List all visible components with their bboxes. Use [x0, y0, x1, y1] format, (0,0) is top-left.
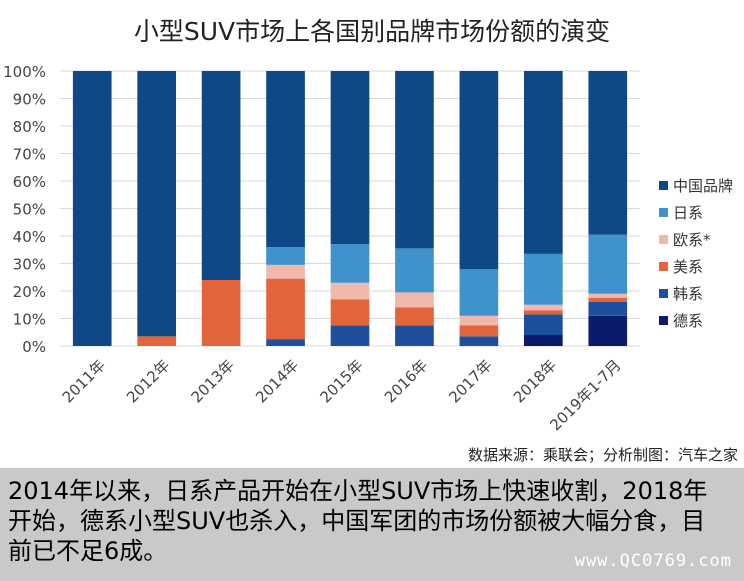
- bar-segment: [459, 71, 499, 269]
- y-tick-label: 0%: [22, 338, 46, 356]
- x-axis-ticks: 2011年 2012年 2013年 2014年 2015年 2016年 2017年 2018年…: [59, 356, 625, 434]
- bar-segment: [395, 292, 434, 308]
- bar-segment: [330, 71, 370, 245]
- y-tick-label: 70%: [13, 146, 46, 164]
- legend-label: 美系: [673, 258, 703, 276]
- bar-segment: [266, 247, 305, 265]
- bar-segment: [588, 234, 628, 294]
- stacked-bar-chart: 0%10%20%30%40%50%60%70%80%90%100% 2011年 2…: [3, 63, 733, 434]
- bar-segment: [330, 244, 370, 283]
- bar-segment: [330, 325, 370, 346]
- bar-segment: [395, 248, 434, 293]
- bar-segment: [395, 325, 434, 346]
- bar-segment: [201, 280, 241, 346]
- caption-panel: 2014年以来，日系产品开始在小型SUV市场上快速收割，2018年开始，德系小型…: [0, 468, 744, 581]
- bar-segment: [266, 339, 305, 346]
- bar-segment: [201, 71, 241, 280]
- legend-label: 日系: [673, 204, 703, 222]
- legend-swatch: [659, 235, 668, 244]
- legend-swatch: [659, 262, 668, 271]
- bar-segment: [588, 293, 628, 298]
- watermark: www.QC0769.com: [574, 551, 732, 571]
- bar-segment: [459, 315, 499, 326]
- bar-segment: [330, 299, 370, 326]
- bar-segment: [137, 71, 176, 337]
- legend-label: 中国品牌: [673, 177, 733, 195]
- y-tick-label: 10%: [13, 311, 46, 329]
- bar-segment: [266, 278, 305, 340]
- x-tick-label: 2012年: [123, 356, 173, 406]
- bar-segment: [524, 253, 563, 305]
- x-tick-label: 2015年: [316, 356, 366, 406]
- source-note: 数据来源：乘联会；分析制图：汽车之家: [467, 446, 738, 464]
- bar-segment: [524, 314, 563, 335]
- legend-swatch: [659, 208, 668, 217]
- y-tick-label: 20%: [13, 283, 46, 301]
- legend-label: 德系: [673, 312, 703, 330]
- y-tick-label: 80%: [13, 118, 46, 136]
- bar-segment: [459, 269, 499, 316]
- legend-label: 韩系: [673, 285, 703, 303]
- y-axis-ticks: 0% 10% 20% 30% 40% 50% 60% 70% 80% 90% 100%: [3, 63, 46, 356]
- x-tick-label: 2016年: [381, 356, 431, 406]
- bar-segment: [395, 307, 434, 326]
- y-tick-label: 30%: [13, 256, 46, 274]
- y-tick-label: 100%: [3, 63, 46, 81]
- bar-segment: [588, 302, 628, 316]
- caption-text: 2014年以来，日系产品开始在小型SUV市场上快速收割，2018年开始，德系小型…: [8, 477, 708, 565]
- bar-segment: [266, 71, 305, 247]
- legend-swatch: [659, 181, 668, 190]
- x-tick-label: 2017年: [445, 356, 495, 406]
- x-tick-label: 2013年: [188, 356, 238, 406]
- chart-title: 小型SUV市场上各国别品牌市场份额的演变: [133, 17, 611, 46]
- bar-segment: [72, 71, 112, 346]
- bar-segment: [395, 71, 434, 249]
- x-tick-label: 2014年: [252, 356, 302, 406]
- bars: [72, 71, 628, 346]
- legend-swatch: [659, 289, 668, 298]
- bar-segment: [588, 71, 628, 235]
- y-tick-label: 50%: [13, 201, 46, 219]
- x-tick-label: 2011年: [59, 356, 109, 406]
- y-tick-label: 90%: [13, 91, 46, 109]
- legend-swatch: [659, 316, 668, 325]
- legend-label: 欧系*: [673, 231, 711, 249]
- y-tick-label: 40%: [13, 228, 46, 246]
- bar-segment: [459, 336, 499, 346]
- bar-segment: [524, 71, 563, 254]
- bar-segment: [524, 335, 563, 346]
- bar-segment: [459, 325, 499, 337]
- x-tick-label: 2018年: [510, 356, 560, 406]
- bar-segment: [524, 304, 563, 311]
- bar-segment: [137, 336, 176, 346]
- bar-segment: [588, 315, 628, 346]
- bar-segment: [588, 297, 628, 302]
- bar-segment: [330, 282, 370, 300]
- bar-segment: [524, 310, 563, 315]
- y-tick-label: 60%: [13, 173, 46, 191]
- bar-segment: [266, 264, 305, 279]
